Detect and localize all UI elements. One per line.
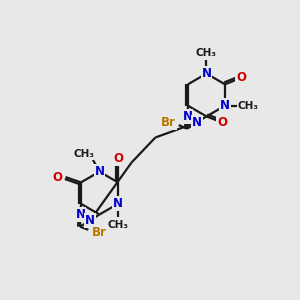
Text: N: N	[220, 99, 230, 112]
Text: N: N	[85, 214, 95, 227]
Text: O: O	[217, 116, 227, 129]
Text: O: O	[236, 71, 246, 84]
Text: N: N	[192, 116, 202, 129]
Text: Br: Br	[92, 226, 107, 238]
Text: CH₃: CH₃	[196, 47, 217, 58]
Text: O: O	[52, 170, 62, 184]
Text: CH₃: CH₃	[237, 101, 258, 111]
Text: Br: Br	[161, 116, 176, 129]
Text: N: N	[94, 165, 104, 178]
Text: O: O	[113, 152, 123, 165]
Text: N: N	[76, 208, 85, 221]
Text: CH₃: CH₃	[107, 220, 128, 230]
Text: N: N	[202, 67, 212, 80]
Text: N: N	[182, 110, 193, 123]
Text: CH₃: CH₃	[74, 149, 94, 160]
Text: N: N	[113, 197, 123, 210]
